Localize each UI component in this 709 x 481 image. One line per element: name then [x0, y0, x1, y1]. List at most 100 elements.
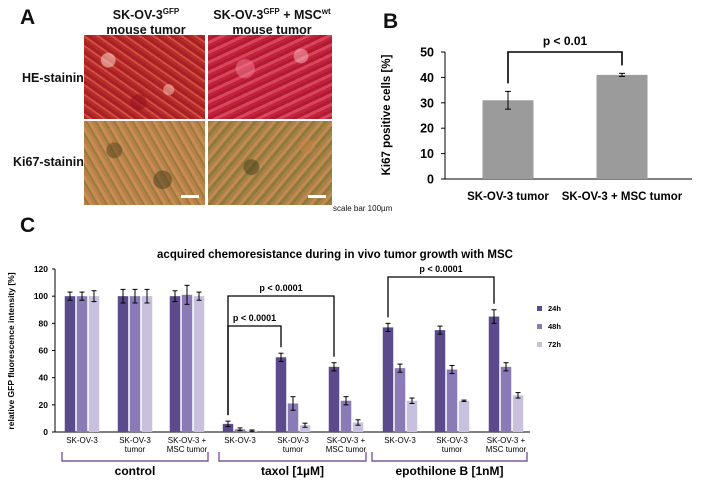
chart-c-y-tick-label: 120 — [34, 264, 48, 274]
chart-c-bar-72h — [458, 400, 470, 432]
col2-header-sup2: wt — [321, 7, 331, 16]
chart-c-legend-label: 72h — [548, 340, 561, 349]
ki67-staining-tumor-image — [84, 121, 205, 205]
chart-c-y-tick-label: 60 — [39, 346, 49, 356]
chart-c-bar-72h — [512, 395, 524, 432]
chart-c-category-label: SK-OV-3 — [224, 436, 256, 445]
chart-c-bar-72h — [406, 400, 418, 432]
chart-c-legend-label: 24h — [548, 304, 561, 313]
col1-header-line2: mouse tumor — [106, 23, 186, 38]
chart-c-bar-72h — [88, 296, 100, 432]
col2-header-line1a: SK-OV-3 — [213, 8, 264, 23]
chart-b-y-tick-label: 10 — [420, 147, 434, 161]
col2-header-line2: mouse tumor — [232, 23, 312, 38]
chart-c-y-axis-label: relative GFP fluorescence intensity [%] — [6, 272, 16, 429]
chart-c-group-label: taxol [1µM] — [261, 464, 324, 478]
he-staining-msc-tumor-image — [208, 35, 332, 119]
panel-c-letter: C — [20, 214, 36, 237]
chart-b-significance: p < 0.01 — [507, 34, 623, 84]
chart-c-bar-48h — [340, 400, 352, 432]
chart-c-bar-48h — [181, 294, 193, 432]
chart-c-category-label: tumor — [283, 445, 304, 454]
chart-c-category-label: tumor — [125, 445, 146, 454]
chart-c-bar-24h — [488, 316, 500, 432]
ki67-staining-msc-tumor-image — [208, 121, 332, 205]
chart-c-category-label: tumor — [442, 445, 463, 454]
chart-c-legend-swatch — [537, 324, 542, 329]
row-label-ki67: Ki67-staining — [13, 155, 92, 169]
chart-c-annotation: p < 0.0001 — [233, 313, 276, 323]
chart-c-group-bracket — [218, 452, 367, 462]
chart-c-legend-swatch — [537, 342, 542, 347]
panel-a-col2-header: SK-OV-3GFP + MSCwt mouse tumor — [204, 4, 340, 38]
chart-c-bar-24h — [434, 330, 446, 432]
chart-c-legend-label: 48h — [548, 322, 561, 331]
col2-header-line1b: + MSC — [279, 8, 322, 23]
chart-c-category-label: MSC tumor — [326, 445, 367, 454]
chart-b-annotation: p < 0.01 — [543, 34, 588, 48]
chart-c-bar-24h — [117, 296, 129, 432]
chart-b: Ki67 positive cells [%] 0 10 20 30 40 50 SK-O… — [381, 34, 692, 203]
chart-c-bar-24h — [328, 366, 340, 432]
chart-c-category-label: SK-OV-3 — [119, 436, 151, 445]
col2-header-sup1: GFP — [263, 7, 280, 16]
chart-c-category-label: SK-OV-3 + — [487, 436, 526, 445]
chart-c-group-label: control — [115, 464, 156, 478]
scale-bar — [308, 195, 326, 198]
row-label-he: HE-staining — [22, 71, 92, 85]
chart-c-bar-48h — [394, 368, 406, 432]
chart-b-bracket — [507, 51, 623, 84]
chart-b-y-tick-label: 30 — [420, 96, 434, 110]
chart-c-bar-48h — [500, 366, 512, 432]
chart-c-y-tick-label: 0 — [43, 427, 48, 437]
chart-c-category-label: SK-OV-3 — [66, 436, 98, 445]
chart-c-significance-bracket — [227, 325, 282, 416]
scale-bar-label: scale bar 100µm — [333, 204, 393, 213]
chart-c-group-bracket — [371, 452, 528, 462]
chart-c-bar-48h — [287, 403, 299, 432]
chart-c-category-label: SK-OV-3 — [436, 436, 468, 445]
panel-a-col1-header: SK-OV-3GFP mouse tumor — [86, 4, 206, 38]
chart-b-y-axis-label: Ki67 positive cells [%] — [381, 54, 393, 175]
chart-b-bar — [596, 74, 648, 179]
chart-b-category-label: SK-OV-3 + MSC tumor — [562, 191, 683, 203]
chart-b-y-tick-label: 50 — [420, 46, 434, 60]
chart-c-legend-swatch — [537, 306, 542, 311]
panel-b-letter: B — [383, 10, 399, 33]
chart-c-significance-bracket — [387, 276, 495, 318]
chart-c-group-bracket — [61, 452, 209, 462]
chart-c-category-label: SK-OV-3 + — [327, 436, 366, 445]
chart-c-significance-bracket — [227, 295, 335, 416]
chart-b-y-tick-label: 20 — [420, 122, 434, 136]
chart-c-category-label: MSC tumor — [486, 445, 527, 454]
chart-c-bar-24h — [169, 296, 181, 432]
chart-c-bar-72h — [299, 425, 311, 432]
chart-c-y-tick-label: 40 — [39, 373, 49, 383]
scale-bar — [181, 195, 199, 198]
chart-c-category-label: SK-OV-3 — [384, 436, 416, 445]
chart-b-bar — [482, 100, 534, 179]
chart-b-category-label: SK-OV-3 tumor — [467, 191, 549, 203]
panel-a-letter: A — [20, 6, 36, 29]
chart-c-annotation: p < 0.0001 — [419, 264, 462, 274]
chart-c-category-label: MSC tumor — [167, 445, 208, 454]
chart-c-annotation: p < 0.0001 — [259, 283, 302, 293]
chart-c-bar-48h — [446, 369, 458, 432]
chart-c-category-label: SK-OV-3 — [277, 436, 309, 445]
chart-c-category-label: SK-OV-3 + — [168, 436, 207, 445]
chart-b-y-tick-label: 40 — [420, 71, 434, 85]
he-staining-tumor-image — [84, 35, 205, 119]
chart-c-bar-24h — [222, 423, 234, 432]
chart-c-bar-72h — [141, 296, 153, 432]
chart-c-bar-24h — [64, 296, 76, 432]
chart-c-bar-72h — [193, 296, 205, 432]
chart-c-bar-72h — [352, 422, 364, 432]
chart-c-bar-48h — [76, 296, 88, 432]
chart-b-y-tick-label: 0 — [427, 173, 434, 187]
chart-c-bar-24h — [275, 357, 287, 432]
chart-c-group-label: epothilone B [1nM] — [396, 464, 504, 478]
chart-c: acquired chemoresistance during in vivo … — [6, 249, 561, 478]
chart-c-title: acquired chemoresistance during in vivo … — [157, 249, 513, 261]
chart-c-y-tick-label: 80 — [39, 318, 49, 328]
col1-header-line1: SK-OV-3 — [112, 8, 163, 23]
